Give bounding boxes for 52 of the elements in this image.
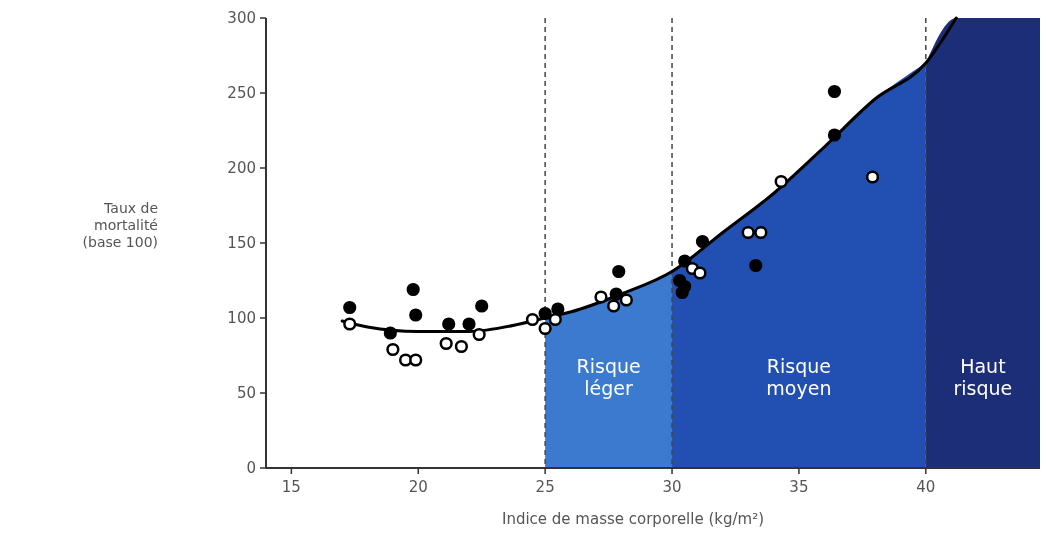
point: [409, 308, 423, 322]
point: [609, 287, 623, 301]
point: [607, 299, 621, 313]
point: [409, 353, 423, 367]
x-tick-label: 35: [789, 478, 809, 496]
y-tick-label: 100: [227, 309, 256, 328]
point: [462, 317, 476, 331]
point: [383, 326, 397, 340]
x-tick-label: 40: [916, 478, 936, 496]
point: [475, 299, 489, 313]
point: [343, 300, 357, 315]
y-axis-title: Taux de mortalité (base 100): [82, 200, 158, 250]
point: [343, 317, 357, 331]
point: [865, 170, 880, 184]
point: [472, 327, 486, 342]
x-tick-label: 25: [535, 478, 555, 496]
y-tick-label: 150: [227, 234, 256, 253]
point: [386, 342, 400, 357]
point: [538, 306, 552, 321]
y-tick-label: 0: [246, 459, 256, 478]
point: [619, 293, 633, 307]
point: [774, 174, 788, 189]
point: [695, 234, 710, 249]
point: [439, 336, 453, 351]
point: [548, 312, 562, 327]
annotation: Risque léger: [576, 355, 641, 399]
point: [454, 339, 469, 354]
y-tick-label: 250: [227, 84, 256, 103]
annotation: Haut risque: [953, 355, 1013, 399]
y-tick-label: 200: [227, 159, 256, 178]
point: [525, 312, 540, 327]
x-axis-title: Indice de masse corporelle (kg/m²): [501, 510, 765, 528]
point: [612, 264, 626, 279]
point: [442, 317, 456, 331]
y-tick-label: 50: [236, 384, 256, 403]
point: [693, 266, 707, 280]
point: [594, 290, 608, 304]
point: [678, 254, 692, 268]
point: [741, 225, 755, 240]
point: [406, 282, 420, 297]
point: [827, 128, 842, 142]
x-tick-label: 15: [281, 478, 301, 496]
x-tick-label: 20: [408, 478, 428, 496]
point: [754, 225, 768, 240]
point: [538, 321, 552, 336]
point: [551, 302, 565, 316]
annotation: Risque moyen: [766, 355, 832, 399]
y-tick-label: 300: [227, 9, 256, 28]
point: [749, 258, 763, 273]
point: [678, 279, 692, 294]
point: [827, 84, 842, 99]
x-tick-label: 30: [662, 478, 682, 496]
